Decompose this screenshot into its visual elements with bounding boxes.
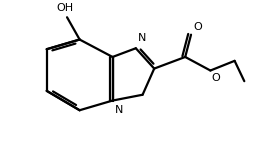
Text: N: N [138, 33, 146, 43]
Text: O: O [193, 22, 202, 32]
Text: OH: OH [56, 3, 74, 13]
Text: O: O [211, 73, 220, 83]
Text: N: N [114, 105, 123, 115]
